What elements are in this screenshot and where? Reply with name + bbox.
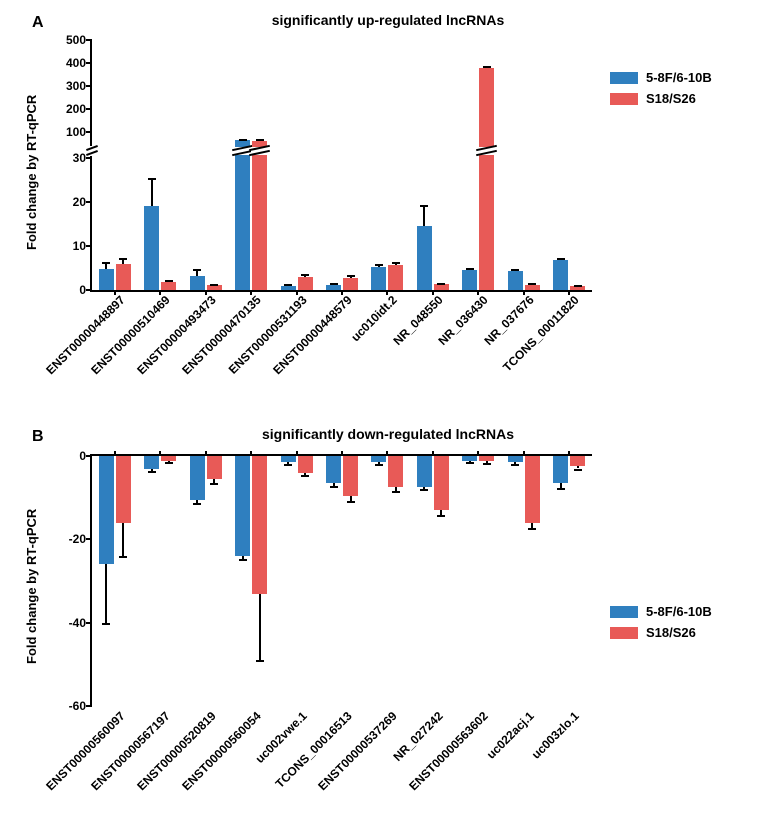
bar <box>207 285 222 290</box>
panel-a: A significantly up-regulated lncRNAs Fol… <box>0 0 776 414</box>
legend-item-series2: S18/S26 <box>610 625 712 640</box>
bar <box>161 282 176 290</box>
bar <box>190 456 205 500</box>
legend-label-series2: S18/S26 <box>646 91 696 106</box>
legend-swatch-series2 <box>610 627 638 639</box>
ytick-label: 300 <box>66 79 92 93</box>
ytick-label: 0 <box>79 283 92 297</box>
bar <box>235 140 250 290</box>
bar <box>525 456 540 523</box>
bar <box>553 456 568 483</box>
legend-item-series1: 5-8F/6-10B <box>610 604 712 619</box>
bar <box>462 270 477 290</box>
bar <box>417 226 432 290</box>
panel-b-title: significantly down-regulated lncRNAs <box>0 426 776 442</box>
panel-a-legend: 5-8F/6-10B S18/S26 <box>610 70 712 112</box>
bar <box>326 285 341 290</box>
bar <box>570 456 585 466</box>
figure-root: A significantly up-regulated lncRNAs Fol… <box>0 0 776 828</box>
ytick-label: -20 <box>69 532 92 546</box>
bar <box>371 267 386 290</box>
bar <box>144 206 159 290</box>
bar <box>281 286 296 290</box>
bar <box>525 285 540 290</box>
legend-label-series1: 5-8F/6-10B <box>646 70 712 85</box>
bar <box>343 456 358 496</box>
bar <box>144 456 159 469</box>
bar <box>508 271 523 290</box>
bar <box>479 68 494 290</box>
x-category-label: ENST00000493473 <box>134 293 218 377</box>
ytick-label: 100 <box>66 125 92 139</box>
panel-a-ylabel: Fold change by RT-qPCR <box>24 95 39 250</box>
x-category-label: ENST00000563602 <box>407 709 491 793</box>
x-category-label: uc003zlo.1 <box>529 709 582 762</box>
bar <box>417 456 432 487</box>
panel-a-plot: 0102030100200300400500ENST00000448897ENS… <box>90 40 592 292</box>
bar <box>99 456 114 564</box>
legend-label-series2: S18/S26 <box>646 625 696 640</box>
x-category-label: ENST00000537269 <box>316 709 400 793</box>
x-category-label: ENST00000531193 <box>225 293 309 377</box>
bar <box>298 456 313 473</box>
x-category-label: TCONS_00016513 <box>273 709 355 791</box>
panel-b-ylabel: Fold change by RT-qPCR <box>24 509 39 664</box>
ytick-label: -40 <box>69 616 92 630</box>
ytick-label: 0 <box>79 449 92 463</box>
x-category-label: ENST00000448579 <box>270 293 354 377</box>
ytick-label: 20 <box>73 195 92 209</box>
legend-swatch-series1 <box>610 72 638 84</box>
ytick-label: -60 <box>69 699 92 713</box>
bar <box>99 269 114 290</box>
x-category-label: ENST00000560054 <box>179 709 263 793</box>
panel-a-title: significantly up-regulated lncRNAs <box>0 12 776 28</box>
bar <box>207 456 222 479</box>
bar <box>434 284 449 290</box>
x-category-label: ENST00000520819 <box>134 709 218 793</box>
bar <box>326 456 341 483</box>
legend-item-series1: 5-8F/6-10B <box>610 70 712 85</box>
bar <box>343 278 358 290</box>
ytick-label: 500 <box>66 33 92 47</box>
bar <box>252 456 267 594</box>
x-category-label: ENST00000560097 <box>43 709 127 793</box>
x-category-label: ENST00000470135 <box>179 293 263 377</box>
bar <box>298 277 313 290</box>
bar <box>388 456 403 487</box>
bar <box>553 260 568 290</box>
bar <box>434 456 449 510</box>
x-category-label: uc022acj.1 <box>484 709 537 762</box>
bar <box>252 141 267 290</box>
x-category-label: ENST00000510469 <box>88 293 172 377</box>
legend-item-series2: S18/S26 <box>610 91 712 106</box>
bar <box>190 276 205 290</box>
ytick-label: 200 <box>66 102 92 116</box>
panel-b: B significantly down-regulated lncRNAs F… <box>0 414 776 828</box>
panel-b-legend: 5-8F/6-10B S18/S26 <box>610 604 712 646</box>
bar <box>116 456 131 523</box>
legend-swatch-series2 <box>610 93 638 105</box>
bar <box>116 264 131 290</box>
bar <box>235 456 250 556</box>
bar <box>388 265 403 290</box>
ytick-label: 10 <box>73 239 92 253</box>
panel-b-plot: 0-20-40-60ENST00000560097ENST00000567197… <box>90 454 592 706</box>
x-category-label: ENST00000448897 <box>43 293 127 377</box>
ytick-label: 400 <box>66 56 92 70</box>
legend-swatch-series1 <box>610 606 638 618</box>
legend-label-series1: 5-8F/6-10B <box>646 604 712 619</box>
x-category-label: ENST00000567197 <box>88 709 172 793</box>
